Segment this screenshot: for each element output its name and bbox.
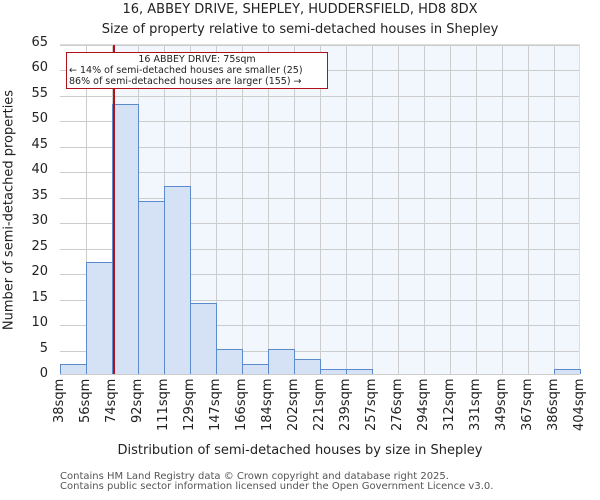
histogram-bar xyxy=(216,348,243,374)
y-tick-label: 45 xyxy=(31,136,48,152)
gridline-h xyxy=(60,223,579,225)
x-tick-label: 111sqm xyxy=(156,378,171,431)
histogram-bar xyxy=(138,200,165,374)
histogram-bar xyxy=(242,363,269,374)
gridline-h xyxy=(60,95,579,97)
gridline-v xyxy=(216,45,217,374)
x-tick-label: 276sqm xyxy=(390,378,405,431)
y-tick-label: 0 xyxy=(39,366,48,381)
gridline-v xyxy=(346,45,347,374)
gridline-v xyxy=(372,45,373,374)
x-tick-label: 147sqm xyxy=(208,378,223,431)
gridline-h xyxy=(60,299,579,301)
annotation-smaller: ← 14% of semi-detached houses are smalle… xyxy=(69,65,303,76)
annotation-title: 16 ABBEY DRIVE: 75sqm xyxy=(138,54,256,65)
y-tick-label: 50 xyxy=(31,111,48,127)
gridline-v xyxy=(86,45,87,374)
footer-attribution: Contains HM Land Registry data © Crown c… xyxy=(60,472,493,492)
footer-line-1: Contains HM Land Registry data © Crown c… xyxy=(60,471,449,482)
y-tick-label: 55 xyxy=(31,85,48,101)
y-tick-label: 65 xyxy=(31,35,48,50)
x-tick-label: 386sqm xyxy=(546,378,561,431)
gridline-v xyxy=(424,45,425,374)
x-tick-label: 202sqm xyxy=(286,378,301,431)
gridline-v xyxy=(294,45,295,374)
x-tick-label: 294sqm xyxy=(416,378,431,431)
y-tick-label: 10 xyxy=(31,315,48,331)
x-tick-label: 92sqm xyxy=(130,378,145,423)
footer-line-2: Contains public sector information licen… xyxy=(60,481,494,492)
y-tick-label: 25 xyxy=(31,238,48,254)
x-axis-label: Distribution of semi-detached houses by … xyxy=(117,443,483,458)
chart-subtitle: Size of property relative to semi-detach… xyxy=(101,22,499,37)
plot-area: 16 ABBEY DRIVE: 75sqm ← 14% of semi-deta… xyxy=(60,44,581,375)
gridline-v xyxy=(528,45,529,374)
annotation-larger: 86% of semi-detached houses are larger (… xyxy=(69,76,302,87)
x-tick-label: 257sqm xyxy=(364,378,379,431)
y-tick-label: 15 xyxy=(31,289,48,305)
histogram-bar xyxy=(164,185,191,374)
y-axis-label: Number of semi-detached properties xyxy=(1,89,17,331)
histogram-bar xyxy=(346,368,373,374)
gridline-h xyxy=(60,274,579,276)
x-tick-label: 349sqm xyxy=(494,378,509,431)
property-marker-line xyxy=(113,45,115,374)
histogram-bar xyxy=(86,261,113,374)
gridline-v xyxy=(320,45,321,374)
gridline-v xyxy=(450,45,451,374)
x-tick-label: 367sqm xyxy=(520,378,535,431)
y-tick-label: 20 xyxy=(31,264,48,280)
gridline-v xyxy=(554,45,555,374)
gridline-h xyxy=(60,197,579,199)
x-tick-label: 74sqm xyxy=(104,378,119,423)
gridline-v xyxy=(268,45,269,374)
histogram-bar xyxy=(320,368,347,374)
x-tick-label: 331sqm xyxy=(468,378,483,431)
gridline-h xyxy=(60,146,579,148)
gridline-v xyxy=(242,45,243,374)
gridline-h xyxy=(60,325,579,327)
gridline-v xyxy=(398,45,399,374)
histogram-bar xyxy=(294,358,321,374)
annotation-box: 16 ABBEY DRIVE: 75sqm ← 14% of semi-deta… xyxy=(66,52,328,89)
gridline-h xyxy=(60,121,579,123)
x-tick-label: 239sqm xyxy=(338,378,353,431)
x-tick-label: 184sqm xyxy=(260,378,275,431)
histogram-bar xyxy=(190,302,217,374)
gridline-v xyxy=(502,45,503,374)
gridline-h xyxy=(60,248,579,250)
x-tick-label: 166sqm xyxy=(234,378,249,431)
y-tick-label: 40 xyxy=(31,162,48,178)
x-tick-label: 56sqm xyxy=(78,378,93,423)
histogram-bar xyxy=(554,368,581,374)
histogram-bar xyxy=(112,104,139,374)
gridline-h xyxy=(60,172,579,174)
chart-title: 16, ABBEY DRIVE, SHEPLEY, HUDDERSFIELD, … xyxy=(122,2,478,17)
y-tick-label: 5 xyxy=(39,340,48,356)
x-tick-label: 312sqm xyxy=(442,378,457,431)
gridline-h xyxy=(60,350,579,352)
x-tick-label: 404sqm xyxy=(572,378,587,431)
x-tick-label: 129sqm xyxy=(182,378,197,431)
y-tick-label: 60 xyxy=(31,60,48,76)
y-tick-label: 30 xyxy=(31,213,48,229)
x-tick-label: 38sqm xyxy=(52,378,67,423)
gridline-v xyxy=(476,45,477,374)
gridline-h xyxy=(60,45,579,46)
histogram-bar xyxy=(60,363,87,374)
histogram-bar xyxy=(268,348,295,374)
x-tick-label: 221sqm xyxy=(312,378,327,431)
y-tick-label: 35 xyxy=(31,187,48,203)
